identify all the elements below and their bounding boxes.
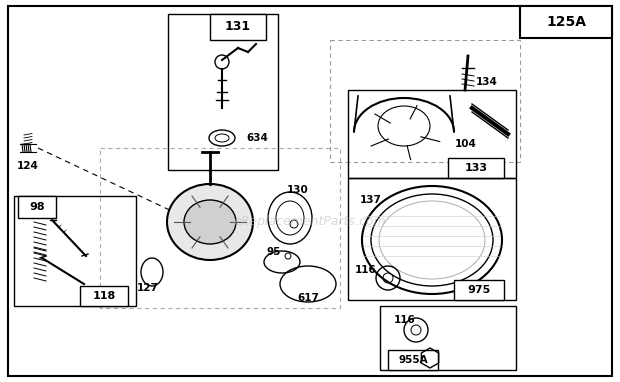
Text: 104: 104 xyxy=(455,139,477,149)
Bar xyxy=(210,14,266,40)
Bar xyxy=(348,178,516,300)
Text: 130: 130 xyxy=(287,185,309,195)
Text: 95: 95 xyxy=(267,247,281,257)
Text: 134: 134 xyxy=(476,77,498,87)
Ellipse shape xyxy=(184,200,236,244)
Bar xyxy=(18,196,56,218)
Text: 137: 137 xyxy=(360,195,382,205)
Text: 133: 133 xyxy=(464,163,487,173)
Bar xyxy=(348,90,516,178)
Bar xyxy=(520,6,612,38)
Text: 617: 617 xyxy=(297,293,319,303)
Text: 116: 116 xyxy=(355,265,377,275)
Bar xyxy=(380,306,516,370)
Bar xyxy=(80,286,128,306)
Ellipse shape xyxy=(167,184,253,260)
Bar xyxy=(448,158,504,178)
Text: 116: 116 xyxy=(394,315,416,325)
Text: 127: 127 xyxy=(137,283,159,293)
Bar xyxy=(100,148,340,308)
Text: 98: 98 xyxy=(29,202,45,212)
Text: 955A: 955A xyxy=(398,355,428,365)
Text: 118: 118 xyxy=(92,291,115,301)
Text: 634: 634 xyxy=(246,133,268,143)
Bar xyxy=(330,40,520,162)
Text: 975: 975 xyxy=(467,285,490,295)
Bar xyxy=(454,280,504,300)
Bar xyxy=(388,350,438,370)
Text: 131: 131 xyxy=(225,21,251,34)
Text: 124: 124 xyxy=(17,161,39,171)
Bar xyxy=(14,196,136,306)
Text: 125A: 125A xyxy=(546,15,586,29)
Text: eReplacementParts.com: eReplacementParts.com xyxy=(234,215,386,228)
Bar xyxy=(168,14,278,170)
